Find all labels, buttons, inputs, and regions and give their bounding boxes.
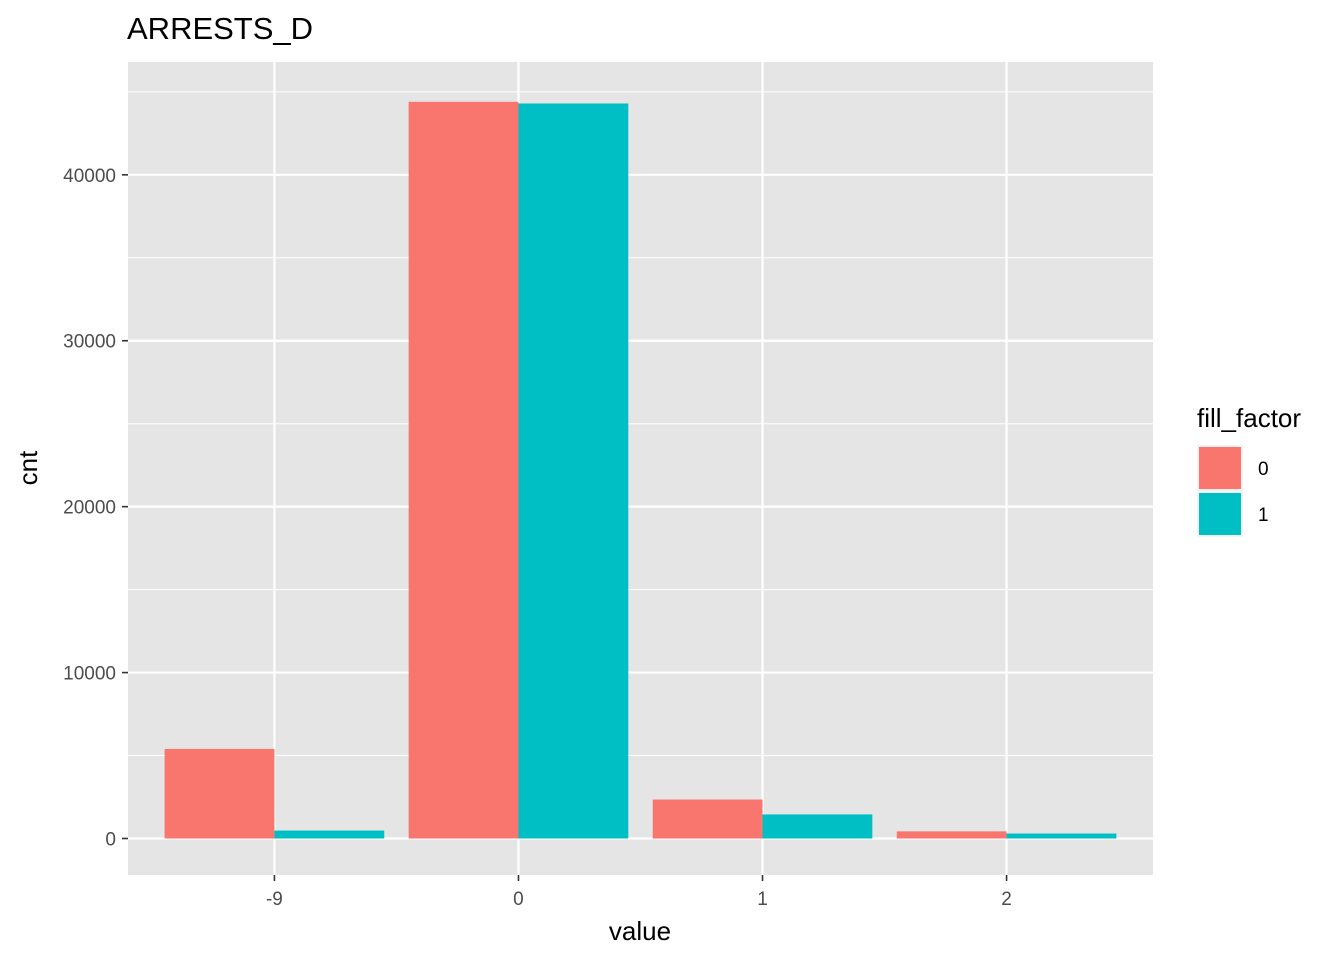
- minor-gridlines: [128, 91, 1153, 757]
- legend-swatch: [1199, 447, 1241, 489]
- bar: [164, 748, 275, 839]
- x-tick-label: -9: [266, 889, 283, 910]
- x-axis-title: value: [609, 916, 671, 946]
- bar: [652, 799, 763, 839]
- y-axis-title: cnt: [13, 450, 43, 485]
- x-tick-label: 2: [1001, 889, 1012, 910]
- chart-title: ARRESTS_D: [127, 11, 313, 46]
- y-tick-label: 0: [105, 829, 116, 850]
- legend-swatch: [1199, 493, 1241, 535]
- y-tick-label: 30000: [63, 332, 116, 353]
- legend-title: fill_factor: [1197, 403, 1301, 433]
- bar: [1006, 833, 1117, 839]
- plot-panel: [128, 62, 1153, 875]
- bar: [762, 814, 873, 839]
- y-tick-label: 10000: [63, 664, 116, 685]
- x-tick-label: 1: [757, 889, 768, 910]
- y-axis: 0 10000 20000 30000 40000: [63, 166, 128, 850]
- bar: [896, 831, 1007, 839]
- bar: [274, 830, 385, 839]
- legend-label: 0: [1258, 459, 1269, 480]
- x-tick-label: 0: [513, 889, 524, 910]
- bars: [164, 101, 1117, 839]
- legend-items: 01: [1197, 445, 1269, 537]
- bar: [408, 101, 519, 839]
- x-axis: -9 0 1 2: [266, 875, 1012, 910]
- legend: fill_factor 01: [1197, 403, 1301, 537]
- y-tick-label: 20000: [63, 498, 116, 519]
- y-tick-label: 40000: [63, 166, 116, 187]
- bar: [518, 103, 629, 839]
- legend-label: 1: [1258, 505, 1269, 526]
